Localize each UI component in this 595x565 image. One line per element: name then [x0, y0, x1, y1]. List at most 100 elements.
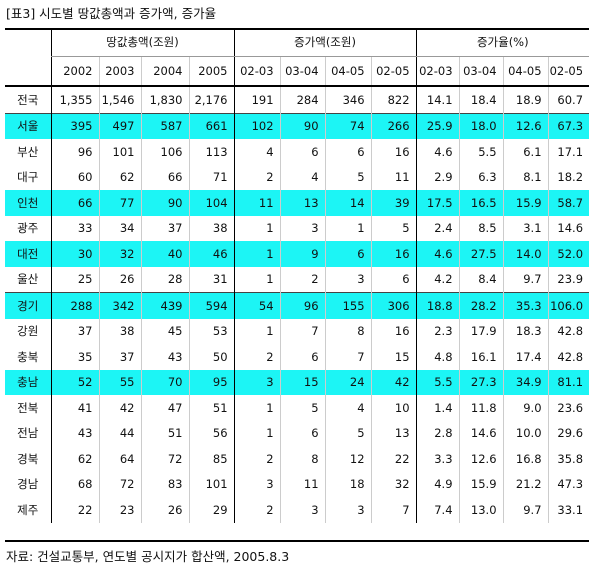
table-cell: 594: [188, 292, 235, 319]
table-row: 대전 30 32 40 46 1 9 6 16 4.6 27.5 14.0 52.0: [5, 241, 590, 267]
column-header: 03-04: [279, 56, 326, 86]
table-cell: 50: [188, 344, 235, 370]
table-cell: 102: [233, 112, 281, 139]
table-cell: 22: [370, 446, 417, 472]
table-cell: 17.1: [547, 139, 590, 165]
table-cell: 29.6: [547, 420, 590, 446]
table-cell: 21.2: [502, 471, 549, 497]
table-cell: 14.1: [415, 86, 460, 113]
group-header-total: 땅값총액(조원): [50, 28, 235, 57]
column-header: 2002: [50, 56, 99, 86]
table-row: 울산 25 26 28 31 1 2 3 6 4.2 8.4 9.7 23.9: [5, 266, 590, 293]
column-header: 2003: [98, 56, 141, 86]
table-cell: 70: [140, 369, 189, 395]
table-cell: 95: [188, 369, 235, 395]
row-region-label: 충북: [5, 344, 51, 370]
table-cell: 42: [370, 369, 417, 395]
table-cell: 14.6: [458, 420, 504, 446]
row-region-label: 부산: [5, 139, 51, 165]
column-header: 04-05: [324, 56, 372, 86]
table-cell: 395: [50, 112, 99, 139]
column-header: 2005: [188, 56, 235, 86]
table-cell: 74: [324, 112, 372, 139]
table-cell: 51: [140, 420, 189, 446]
table-cell: 16: [370, 241, 417, 267]
table-cell: 17.4: [502, 344, 549, 370]
table-cell: 2,176: [188, 86, 235, 113]
table-body: 전국 1,355 1,546 1,830 2,176 191 284 346 822 14.1 18…: [5, 86, 590, 523]
table-cell: 29: [188, 497, 235, 523]
row-region-label: 전남: [5, 420, 51, 446]
table-cell: 4.6: [415, 241, 460, 267]
table-cell: 60.7: [547, 86, 590, 113]
table-cell: 2: [233, 344, 281, 370]
table-cell: 661: [188, 112, 235, 139]
table-cell: 26: [98, 266, 141, 293]
column-header: 02-05: [370, 56, 417, 86]
table-cell: 5.5: [458, 139, 504, 165]
table-row: 서울 395 497 587 661 102 90 74 266 25.9 18.0 12.6 67.3: [5, 112, 590, 139]
table-cell: 1: [233, 395, 281, 421]
table-cell: 587: [140, 112, 189, 139]
table-cell: 30: [50, 241, 99, 267]
table-cell: 18.2: [547, 164, 590, 190]
table-cell: 2: [233, 497, 281, 523]
table-cell: 42: [98, 395, 141, 421]
table-cell: 11: [279, 471, 326, 497]
table-cell: 41: [50, 395, 99, 421]
table-cell: 53: [188, 318, 235, 344]
table-cell: 13.0: [458, 497, 504, 523]
table-cell: 15.9: [458, 471, 504, 497]
table-row: 충북 35 37 43 50 2 6 7 15 4.8 16.1 17.4 42.8: [5, 344, 590, 370]
table-cell: 1: [233, 266, 281, 293]
table-cell: 104: [188, 190, 235, 216]
row-region-label: 대구: [5, 164, 51, 190]
table-cell: 31: [188, 266, 235, 293]
table-cell: 439: [140, 292, 189, 319]
table-cell: 7.4: [415, 497, 460, 523]
table-cell: 8.4: [458, 266, 504, 293]
table-cell: 34.9: [502, 369, 549, 395]
group-header-rate: 증가율(%): [415, 28, 590, 57]
table-cell: 191: [233, 86, 281, 113]
row-region-label: 경북: [5, 446, 51, 472]
table-cell: 62: [50, 446, 99, 472]
column-header: 04-05: [502, 56, 549, 86]
table-cell: 5: [324, 164, 372, 190]
table-cell: 1: [233, 318, 281, 344]
table-cell: 25: [50, 266, 99, 293]
table-cell: 12.6: [458, 446, 504, 472]
table-cell: 106: [140, 139, 189, 165]
table-cell: 28: [140, 266, 189, 293]
group-header-increase: 증가액(조원): [233, 28, 417, 57]
table-cell: 2.3: [415, 318, 460, 344]
row-region-label: 대전: [5, 241, 51, 267]
table-row: 경북 62 64 72 85 2 8 12 22 3.3 12.6 16.8 35.8: [5, 446, 590, 472]
table-cell: 16.1: [458, 344, 504, 370]
table-cell: 5.5: [415, 369, 460, 395]
table-cell: 3: [279, 215, 326, 241]
table-cell: 10.0: [502, 420, 549, 446]
table-cell: 8: [324, 318, 372, 344]
table-cell: 47: [140, 395, 189, 421]
table-cell: 284: [279, 86, 326, 113]
table-cell: 3: [233, 369, 281, 395]
table-cell: 43: [50, 420, 99, 446]
table-cell: 2.9: [415, 164, 460, 190]
row-region-label: 강원: [5, 318, 51, 344]
table-cell: 18.3: [502, 318, 549, 344]
table-cell: 346: [324, 86, 372, 113]
table-cell: 16.8: [502, 446, 549, 472]
table-cell: 14.6: [547, 215, 590, 241]
table-row: 경기 288 342 439 594 54 96 155 306 18.8 28.2 35.3 106.…: [5, 292, 590, 319]
table-cell: 12.6: [502, 112, 549, 139]
table-cell: 101: [188, 471, 235, 497]
table-cell: 71: [188, 164, 235, 190]
table-cell: 8: [279, 446, 326, 472]
table-cell: 33: [50, 215, 99, 241]
table-cell: 2.8: [415, 420, 460, 446]
table-row: 부산 96 101 106 113 4 6 6 16 4.6 5.5 6.1 17.1: [5, 139, 590, 165]
table-cell: 60: [50, 164, 99, 190]
table-cell: 4: [233, 139, 281, 165]
table-cell: 6: [279, 344, 326, 370]
